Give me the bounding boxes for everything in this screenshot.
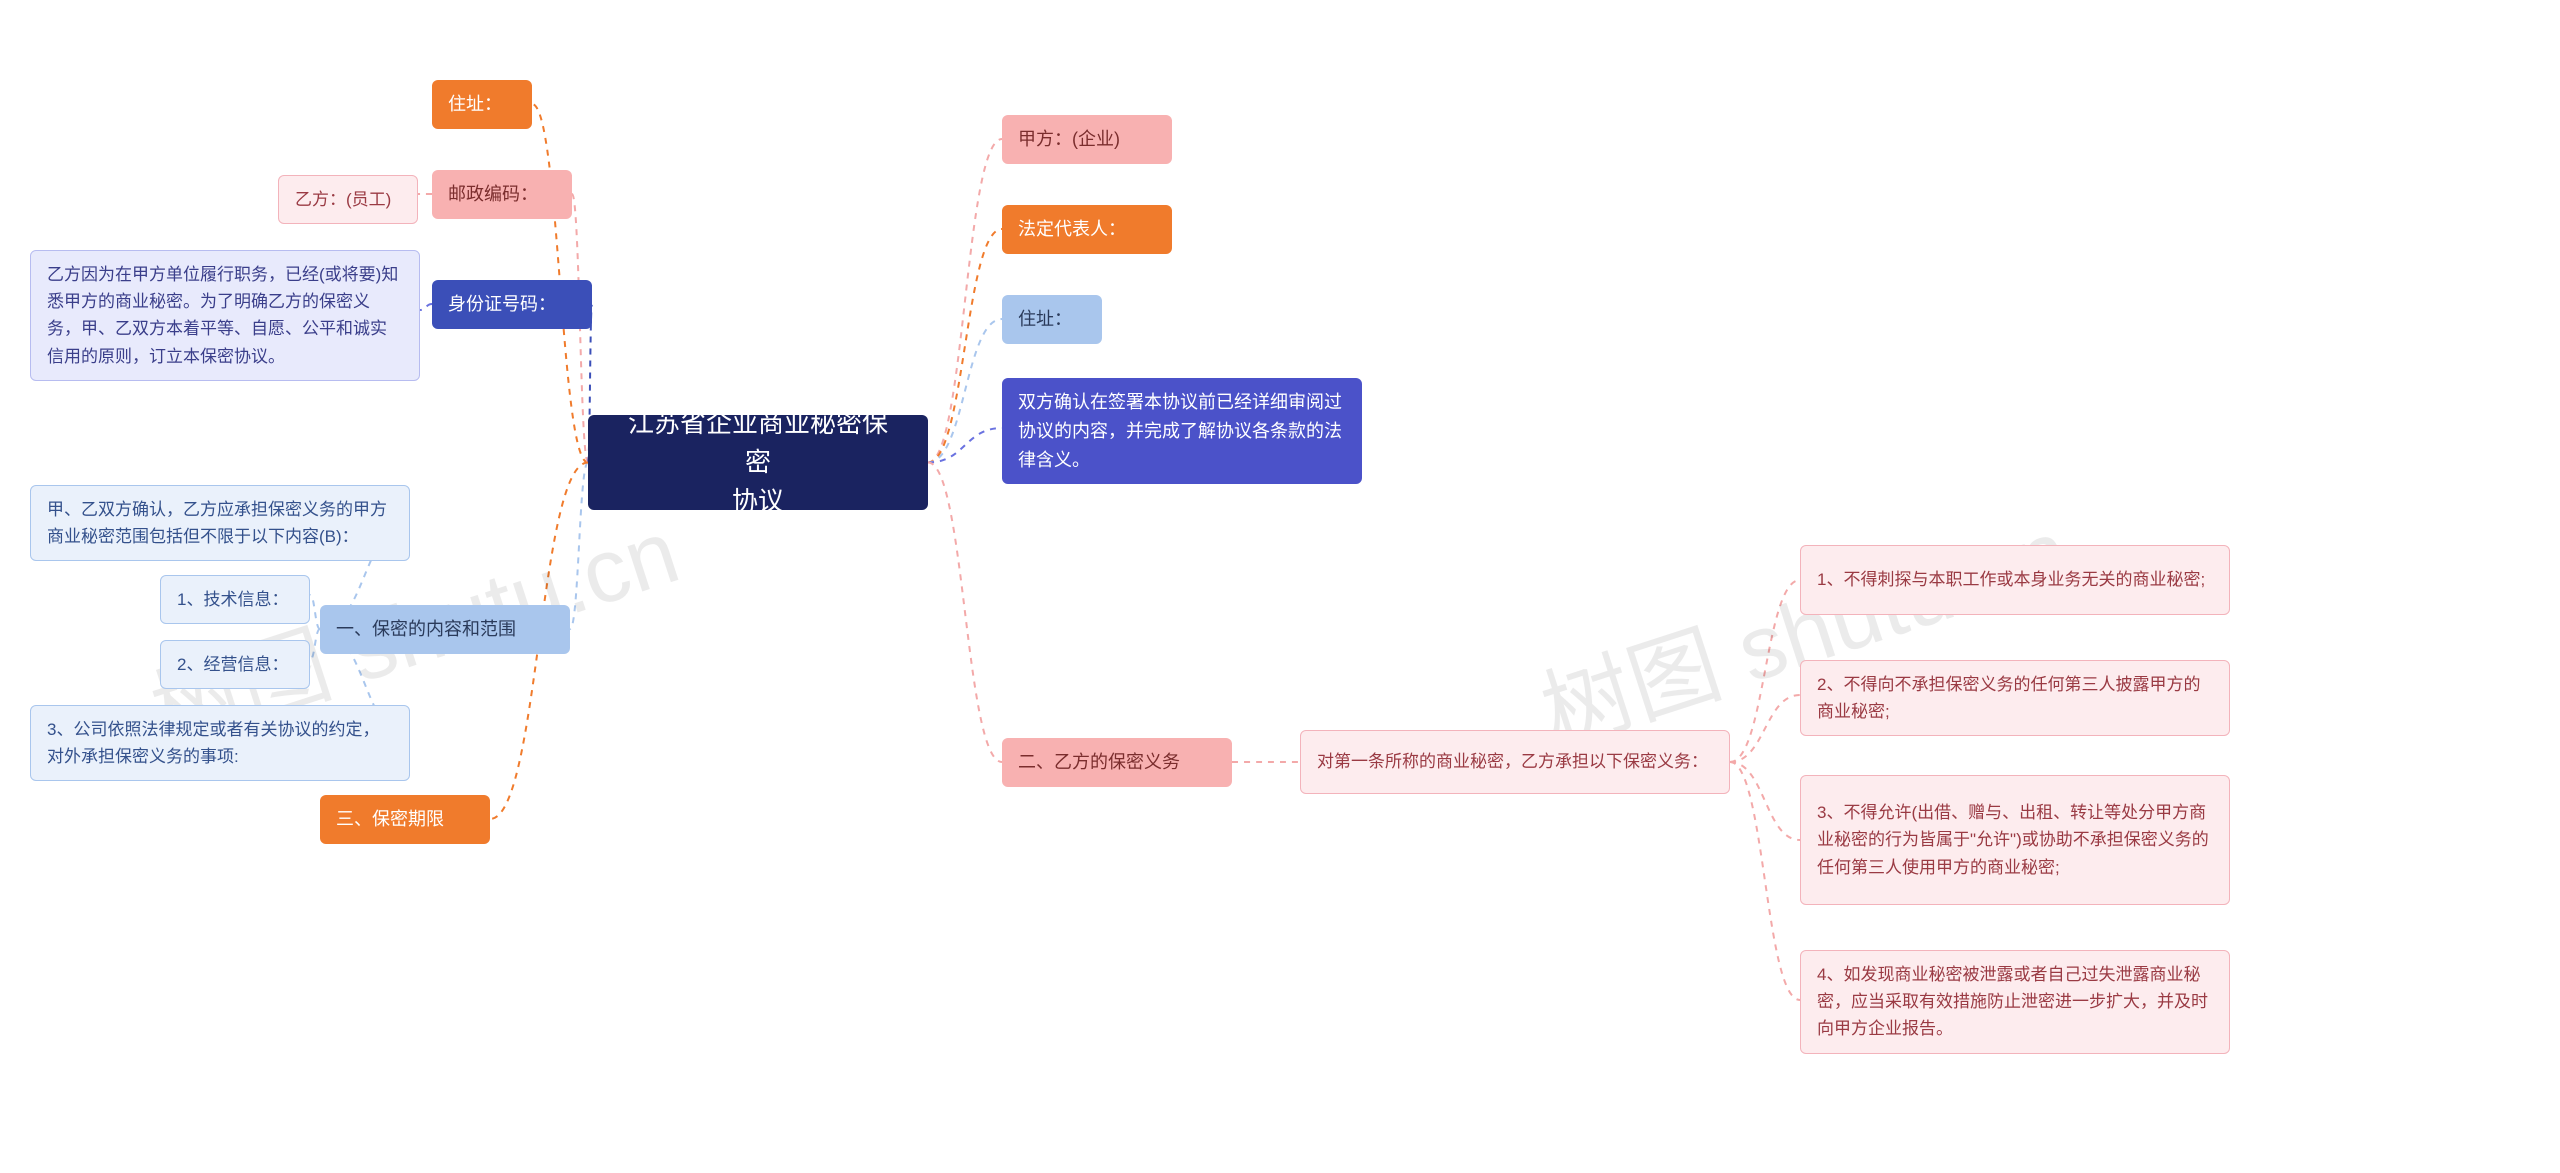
mindmap-node-r5l2[interactable]: 2、不得向不承担保密义务的任何第三人披露甲方的商业秘密; — [1800, 660, 2230, 736]
mindmap-node-r5[interactable]: 二、乙方的保密义务 — [1002, 738, 1232, 787]
mindmap-node-l2c[interactable]: 乙方：(员工) — [278, 175, 418, 224]
mindmap-root[interactable]: 江苏省企业商业秘密保密协议 — [588, 415, 928, 510]
mindmap-node-r5c[interactable]: 对第一条所称的商业秘密，乙方承担以下保密义务： — [1300, 730, 1730, 794]
mindmap-node-l4a[interactable]: 甲、乙双方确认，乙方应承担保密义务的甲方商业秘密范围包括但不限于以下内容(B)： — [30, 485, 410, 561]
mindmap-node-l1[interactable]: 住址： — [432, 80, 532, 129]
mindmap-node-r4[interactable]: 双方确认在签署本协议前已经详细审阅过协议的内容，并完成了解协议各条款的法律含义。 — [1002, 378, 1362, 484]
mindmap-node-l4c[interactable]: 2、经营信息： — [160, 640, 310, 689]
mindmap-node-l4d[interactable]: 3、公司依照法律规定或者有关协议的约定，对外承担保密义务的事项: — [30, 705, 410, 781]
mindmap-node-r5l3[interactable]: 3、不得允许(出借、赠与、出租、转让等处分甲方商业秘密的行为皆属于"允许")或协… — [1800, 775, 2230, 905]
mindmap-node-l4b[interactable]: 1、技术信息： — [160, 575, 310, 624]
mindmap-node-r3[interactable]: 住址： — [1002, 295, 1102, 344]
mindmap-node-l4[interactable]: 一、保密的内容和范围 — [320, 605, 570, 654]
mindmap-node-l2[interactable]: 邮政编码： — [432, 170, 572, 219]
mindmap-node-l3c[interactable]: 乙方因为在甲方单位履行职务，已经(或将要)知悉甲方的商业秘密。为了明确乙方的保密… — [30, 250, 420, 381]
mindmap-node-l3[interactable]: 身份证号码： — [432, 280, 592, 329]
mindmap-node-r5l1[interactable]: 1、不得刺探与本职工作或本身业务无关的商业秘密; — [1800, 545, 2230, 615]
mindmap-node-l5[interactable]: 三、保密期限 — [320, 795, 490, 844]
mindmap-node-r1[interactable]: 甲方：(企业) — [1002, 115, 1172, 164]
mindmap-node-r2[interactable]: 法定代表人： — [1002, 205, 1172, 254]
mindmap-node-r5l4[interactable]: 4、如发现商业秘密被泄露或者自己过失泄露商业秘密，应当采取有效措施防止泄密进一步… — [1800, 950, 2230, 1054]
